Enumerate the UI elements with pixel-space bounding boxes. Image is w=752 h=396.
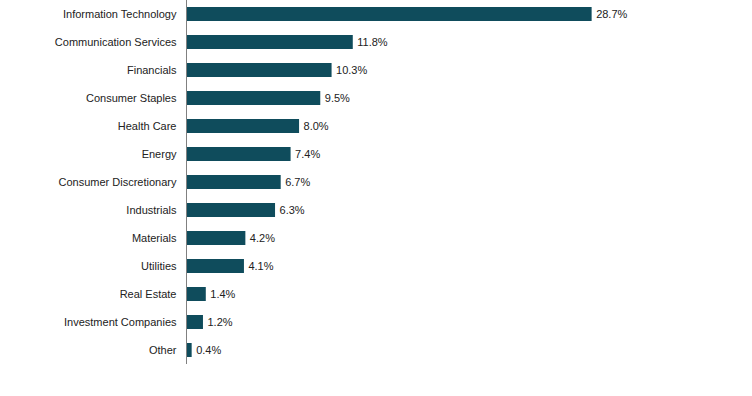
svg-text:10.3%: 10.3%: [336, 64, 367, 76]
svg-text:Materials: Materials: [132, 232, 177, 244]
svg-text:Consumer Staples: Consumer Staples: [86, 92, 177, 104]
svg-text:4.1%: 4.1%: [248, 260, 273, 272]
svg-text:4.2%: 4.2%: [250, 232, 275, 244]
svg-text:Financials: Financials: [127, 64, 177, 76]
svg-text:6.7%: 6.7%: [285, 176, 310, 188]
svg-text:28.7%: 28.7%: [596, 8, 627, 20]
svg-text:7.4%: 7.4%: [295, 148, 320, 160]
svg-text:Health Care: Health Care: [118, 120, 177, 132]
svg-text:Information Technology: Information Technology: [63, 8, 177, 20]
svg-text:0.4%: 0.4%: [196, 344, 221, 356]
svg-text:Energy: Energy: [142, 148, 177, 160]
svg-text:Utilities: Utilities: [141, 260, 177, 272]
svg-text:Communication Services: Communication Services: [55, 36, 177, 48]
svg-text:1.2%: 1.2%: [207, 316, 232, 328]
svg-text:6.3%: 6.3%: [280, 204, 305, 216]
svg-text:8.0%: 8.0%: [304, 120, 329, 132]
svg-text:1.4%: 1.4%: [210, 288, 235, 300]
svg-text:Other: Other: [149, 344, 177, 356]
svg-text:9.5%: 9.5%: [325, 92, 350, 104]
svg-text:Real Estate: Real Estate: [120, 288, 177, 300]
svg-text:Investment Companies: Investment Companies: [64, 316, 177, 328]
svg-text:Industrials: Industrials: [126, 204, 177, 216]
svg-text:Consumer Discretionary: Consumer Discretionary: [59, 176, 177, 188]
svg-text:11.8%: 11.8%: [357, 36, 388, 48]
